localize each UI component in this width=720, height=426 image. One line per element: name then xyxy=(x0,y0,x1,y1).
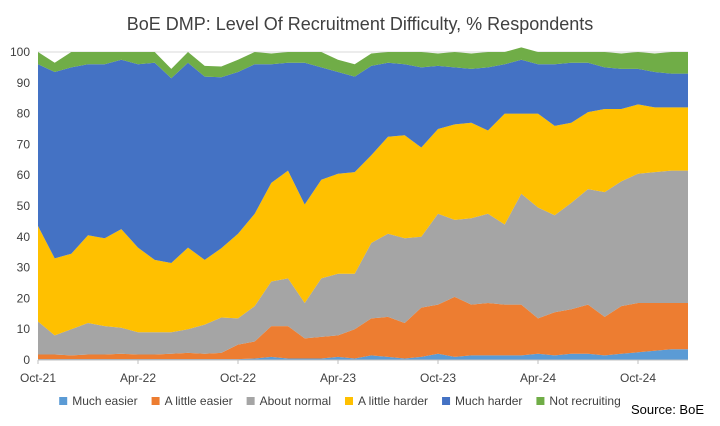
chart-title: BoE DMP: Level Of Recruitment Difficulty… xyxy=(127,14,594,34)
legend-item-much-harder: Much harder xyxy=(442,394,522,408)
x-tick-label: Apr-23 xyxy=(320,371,356,385)
legend-swatch xyxy=(345,397,353,405)
plot-area xyxy=(38,47,688,360)
legend-swatch xyxy=(536,397,545,405)
y-tick-label: 90 xyxy=(17,76,31,90)
x-tick-label: Oct-23 xyxy=(420,371,456,385)
y-tick-label: 30 xyxy=(17,261,31,275)
y-tick-label: 50 xyxy=(17,199,31,213)
area-series-about-normal xyxy=(38,170,688,356)
y-tick-label: 40 xyxy=(17,230,31,244)
area-series-a-little-harder xyxy=(38,104,688,336)
legend-item-much-easier: Much easier xyxy=(59,394,138,408)
legend-item-a-little-easier: A little easier xyxy=(151,394,233,408)
legend-label: Much easier xyxy=(72,394,137,408)
y-tick-label: 100 xyxy=(10,45,30,59)
legend: Much easier A little easier About normal A … xyxy=(59,394,621,408)
legend-item-about-normal: About normal xyxy=(246,394,331,408)
area-series-much-harder xyxy=(38,59,688,264)
x-tick-label: Oct-21 xyxy=(20,371,56,385)
legend-item-a-little-harder: A little harder xyxy=(345,394,428,408)
legend-swatch xyxy=(246,397,255,405)
legend-swatch xyxy=(151,397,160,405)
source-note: Source: BoE xyxy=(631,402,704,417)
y-tick-label: 10 xyxy=(17,322,31,336)
y-axis: 0 10 20 30 40 50 60 70 80 90 100 xyxy=(10,45,30,367)
x-tick-label: Apr-22 xyxy=(120,371,156,385)
legend-swatch xyxy=(442,397,451,405)
legend-label: A little harder xyxy=(358,394,428,408)
legend-swatch xyxy=(59,397,68,405)
area-series-much-easier xyxy=(38,349,688,360)
y-tick-label: 60 xyxy=(17,168,31,182)
x-axis: Oct-21 Apr-22 Oct-22 Apr-23 Oct-23 Apr-24 Oct-… xyxy=(20,359,688,385)
y-tick-label: 20 xyxy=(17,291,31,305)
x-tick-label: Oct-22 xyxy=(220,371,256,385)
legend-label: Not recruiting xyxy=(549,394,620,408)
legend-item-not-recruiting: Not recruiting xyxy=(536,394,621,408)
legend-label: About normal xyxy=(260,394,331,408)
area-series-a-little-easier xyxy=(38,296,688,360)
x-tick-label: Apr-24 xyxy=(520,371,556,385)
legend-label: A little easier xyxy=(165,394,233,408)
y-tick-label: 70 xyxy=(17,137,31,151)
area-series-not-recruiting xyxy=(38,47,688,79)
legend-label: Much harder xyxy=(455,394,522,408)
y-tick-label: 0 xyxy=(23,353,30,367)
y-tick-label: 80 xyxy=(17,107,31,121)
x-tick-label: Oct-24 xyxy=(620,371,656,385)
